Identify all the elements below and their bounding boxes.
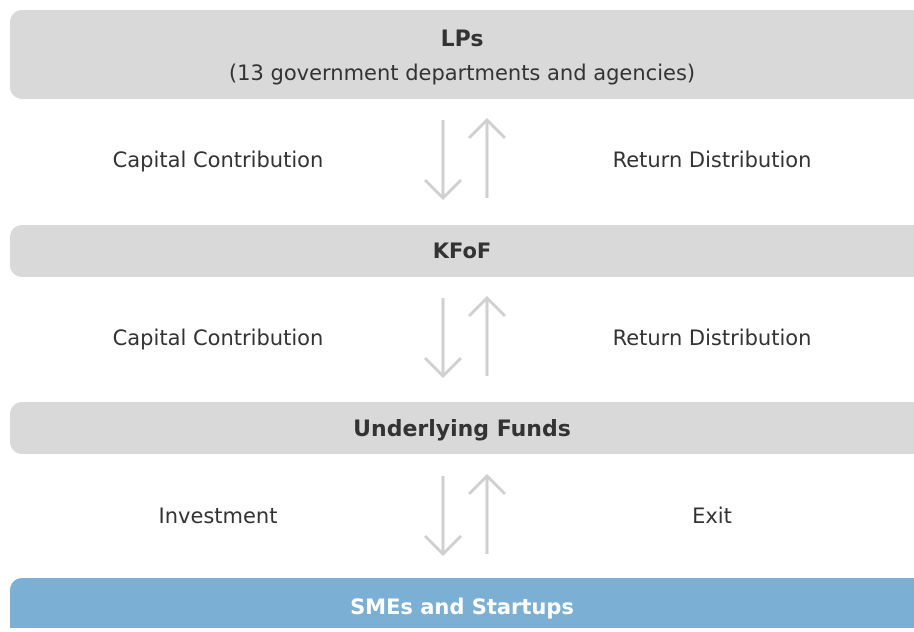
- arrow-down: [423, 476, 463, 557]
- flow-label-up: Return Distribution: [613, 148, 812, 172]
- flow-label-down: Capital Contribution: [113, 326, 324, 350]
- flow-label-up: Return Distribution: [613, 326, 812, 350]
- box-title: LPs: [441, 27, 484, 52]
- box-underlying: [10, 402, 914, 454]
- arrow-up: [467, 473, 507, 554]
- box-smes: [10, 578, 914, 632]
- arrow-up: [467, 295, 507, 376]
- arrow-down: [423, 120, 463, 201]
- box-title: KFoF: [433, 239, 492, 263]
- box-title: SMEs and Startups: [350, 595, 574, 619]
- box-kfof: [10, 225, 914, 277]
- flow-label-down: Capital Contribution: [113, 148, 324, 172]
- flow-label-down: Investment: [159, 504, 278, 528]
- box-subtitle: (13 government departments and agencies): [229, 61, 695, 85]
- arrow-up: [467, 117, 507, 198]
- flow-label-up: Exit: [692, 504, 732, 528]
- box-lps: [10, 10, 914, 99]
- box-title: Underlying Funds: [353, 417, 571, 442]
- arrow-down: [423, 298, 463, 379]
